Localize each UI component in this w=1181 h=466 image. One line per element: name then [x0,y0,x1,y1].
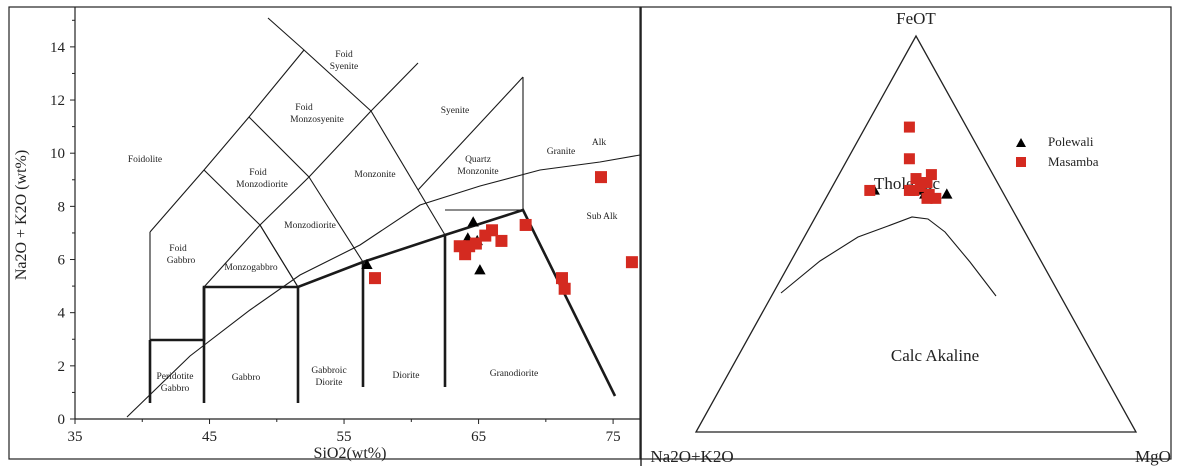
vertex-label-right: MgO [1135,447,1171,466]
afm-frame [640,6,1172,460]
boundary-quartz-monzonite [417,76,524,191]
field-label-granite: Granite [547,147,576,157]
field-label-monzodiorite: Monzodiorite [284,221,336,231]
field-label-sub-alk: Sub Alk [587,212,618,222]
tas-point-square [495,234,508,247]
tas-ticks [70,19,614,424]
boundary-monzonite [308,176,364,263]
afm-point-masamba [921,177,933,189]
tas-x-axis-label: SiO2(wt%) [314,445,387,462]
field-label-alk: Alk [592,138,607,148]
region-label-lower: Calc Akaline [891,346,979,365]
afm-point-masamba [923,188,935,200]
tas-point-square [486,224,499,237]
afm-point-polewali [941,188,953,199]
tas-x-tick-label: 65 [471,429,486,445]
tas-y-tick-label: 2 [58,359,66,375]
tas-point-square [625,256,638,269]
afm-point-masamba [908,184,920,196]
tas-y-tick-label: 4 [58,306,66,322]
tas-x-tick-label: 35 [68,429,83,445]
tas-field-labels: Foidolite Foid Syenite Foid Monzosyenite… [128,50,618,394]
field-label-foid-monzosyenite-1: Foid [295,103,313,113]
tas-field-boundaries [126,17,641,418]
tas-point-square [368,272,381,285]
afm-point-masamba [914,180,926,192]
field-label-gabbroic-diorite-2: Diorite [316,378,343,388]
field-label-quartz-monzonite-2: Monzonite [457,167,498,177]
vertex-label-left: Na2O+K2O [650,447,733,466]
tas-y-tick-label: 6 [58,253,66,269]
tas-y-tick-label: 8 [58,199,66,215]
afm-triangle [694,34,1138,433]
tas-point-square [558,282,571,295]
field-label-monzonite: Monzonite [354,170,395,180]
field-label-foid-monzodiorite-2: Monzodiorite [236,180,288,190]
tas-point-square [555,272,568,285]
tas-data-points [361,171,638,295]
boundary-subalk-field [150,208,617,397]
boundary-foid-gabbro-top [149,17,305,233]
tholeiitic-calc-alkaline-divide [780,216,997,297]
field-label-foidolite: Foidolite [128,155,162,165]
tas-point-triangle [474,264,486,275]
afm-point-masamba [903,153,915,165]
tas-x-tick-label: 45 [202,429,217,445]
afm-point-masamba [903,121,915,133]
afm-data-points [864,121,953,204]
afm-ternary-diagram: FeOT Na2O+K2O MgO Tholeiitic Calc Akalin… [640,6,1172,466]
field-label-foid-monzodiorite-1: Foid [249,168,267,178]
field-label-foid-gabbro-2: Gabbro [167,256,196,266]
tas-point-square [469,237,482,250]
field-label-foid-gabbro-1: Foid [169,244,187,254]
tas-diagram: 35 45 55 65 75 0 2 4 6 8 10 12 14 [8,6,641,462]
tas-y-tick-label: 0 [58,412,66,428]
field-label-foid-syenite-1: Foid [335,50,353,60]
alkaline-subalkaline-divide [126,154,641,418]
tas-point-square [519,218,532,231]
field-label-syenite: Syenite [441,106,470,116]
tas-point-triangle [361,258,373,270]
boundary-foid-monzodiorite [203,116,310,226]
tas-tick-labels: 35 45 55 65 75 0 2 4 6 8 10 12 14 [50,40,621,445]
boundary-monzodiorite [259,224,299,288]
tas-x-tick-label: 55 [337,429,352,445]
afm-legend: Polewali Masamba [1016,134,1099,169]
legend-label-masamba: Masamba [1048,154,1099,169]
field-label-foid-syenite-2: Syenite [330,62,359,72]
field-label-peridotite-gabbro-2: Gabbro [161,384,190,394]
field-label-granodiorite: Granodiorite [490,369,539,379]
afm-point-masamba [930,192,942,204]
legend-label-polewali: Polewali [1048,134,1094,149]
tas-y-tick-label: 10 [50,146,65,162]
boundary-monzogabbro [203,224,299,288]
boundary-foid-syenite [370,62,419,112]
boundary-syenite [370,110,446,236]
field-label-diorite: Diorite [393,371,420,381]
tas-point-triangle [467,216,479,227]
field-label-quartz-monzonite-1: Quartz [465,155,491,165]
tas-y-axis-label: Na2O + K2O (wt%) [13,150,30,280]
tas-frame [8,6,641,460]
afm-point-masamba [925,169,937,181]
afm-point-masamba [910,173,922,185]
legend-marker-masamba [1016,157,1026,167]
legend-marker-polewali [1016,138,1026,147]
field-label-gabbro: Gabbro [232,373,261,383]
field-label-gabbroic-diorite-1: Gabbroic [311,366,346,376]
afm-point-masamba [864,184,876,196]
field-label-monzogabbro: Monzogabbro [224,263,278,273]
tas-y-tick-label: 14 [50,40,66,56]
tas-y-tick-label: 12 [50,93,65,109]
tas-point-square [594,171,607,184]
field-label-peridotite-gabbro-1: Peridotite [157,372,194,382]
field-label-foid-monzosyenite-2: Monzosyenite [290,115,344,125]
vertex-label-top: FeOT [896,9,936,28]
tas-x-tick-label: 75 [606,429,621,445]
